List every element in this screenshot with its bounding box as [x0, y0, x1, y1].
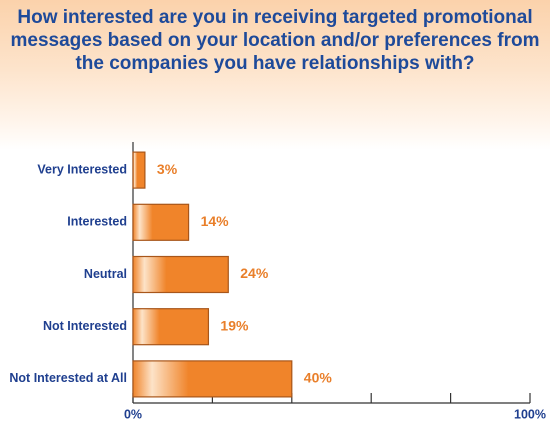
bar [132, 308, 210, 346]
bar [132, 203, 190, 241]
category-label: Very Interested [37, 162, 127, 176]
data-label: 14% [201, 213, 230, 229]
data-label: 40% [304, 370, 333, 386]
x-tick-label: 0% [124, 407, 142, 421]
data-label: 3% [157, 161, 178, 177]
category-label: Neutral [84, 267, 127, 281]
bar [132, 360, 293, 398]
category-label: Not Interested [43, 319, 127, 333]
bar [132, 255, 229, 294]
category-label: Not Interested at All [9, 371, 127, 385]
bar [132, 151, 146, 189]
data-label: 24% [240, 265, 269, 281]
x-tick-label: 100% [514, 407, 546, 421]
category-label: Interested [67, 215, 127, 229]
data-label: 19% [220, 317, 249, 333]
chart-title: How interested are you in receiving targ… [10, 7, 540, 74]
